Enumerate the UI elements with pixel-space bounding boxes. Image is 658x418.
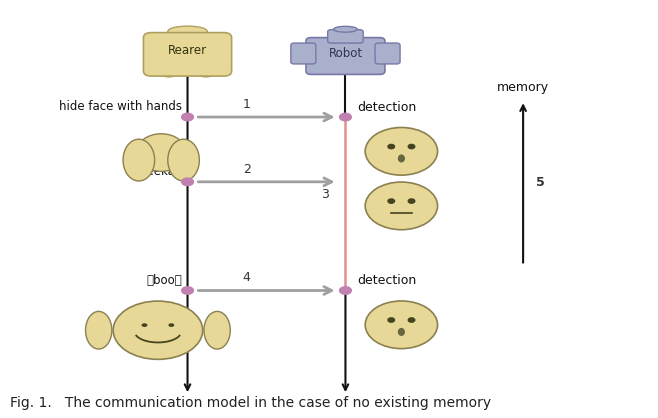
FancyBboxPatch shape [328, 30, 363, 43]
Text: 1: 1 [243, 98, 251, 111]
Text: 3: 3 [321, 188, 329, 201]
Ellipse shape [204, 311, 230, 349]
Ellipse shape [86, 311, 112, 349]
Ellipse shape [365, 301, 438, 349]
FancyBboxPatch shape [375, 43, 400, 64]
Text: 「boo」: 「boo」 [147, 274, 182, 287]
FancyBboxPatch shape [143, 33, 232, 76]
Ellipse shape [168, 139, 199, 181]
FancyBboxPatch shape [291, 43, 316, 64]
Text: memory: memory [497, 81, 549, 94]
Circle shape [182, 178, 193, 186]
Ellipse shape [399, 329, 404, 335]
Text: hide face with hands: hide face with hands [59, 100, 182, 113]
Text: 2: 2 [243, 163, 251, 176]
Circle shape [340, 287, 351, 294]
Ellipse shape [365, 182, 438, 230]
Text: 5: 5 [536, 176, 545, 189]
Circle shape [182, 287, 193, 294]
Ellipse shape [399, 155, 404, 162]
FancyBboxPatch shape [306, 38, 385, 74]
Ellipse shape [408, 144, 415, 149]
Text: 「peeka」: 「peeka」 [132, 166, 182, 178]
Text: Robot: Robot [328, 47, 363, 60]
Ellipse shape [169, 324, 174, 326]
Text: detection: detection [357, 101, 417, 114]
Ellipse shape [136, 134, 186, 171]
Ellipse shape [408, 199, 415, 203]
Text: 4: 4 [243, 271, 251, 284]
Circle shape [340, 113, 351, 121]
Ellipse shape [408, 318, 415, 322]
Ellipse shape [365, 127, 438, 175]
Ellipse shape [388, 318, 395, 322]
Ellipse shape [197, 68, 215, 77]
Ellipse shape [123, 139, 155, 181]
Ellipse shape [168, 26, 207, 37]
Ellipse shape [334, 26, 357, 32]
Circle shape [182, 113, 193, 121]
Ellipse shape [142, 324, 147, 326]
Text: Fig. 1.   The communication model in the case of no existing memory: Fig. 1. The communication model in the c… [10, 396, 491, 410]
Ellipse shape [113, 301, 203, 359]
Ellipse shape [388, 199, 395, 203]
Text: Rearer: Rearer [168, 43, 207, 57]
Ellipse shape [388, 144, 395, 149]
Ellipse shape [160, 68, 178, 77]
Text: detection: detection [357, 274, 417, 287]
